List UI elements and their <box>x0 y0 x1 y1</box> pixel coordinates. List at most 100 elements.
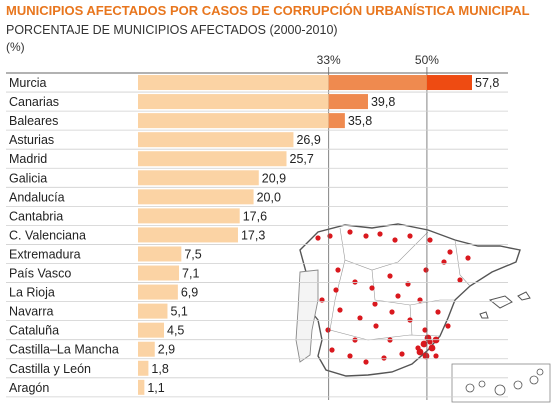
map-spot <box>325 327 331 333</box>
bar <box>138 151 287 167</box>
bar <box>138 208 240 224</box>
map-spot <box>373 323 379 329</box>
bar <box>138 303 168 319</box>
canary-islands <box>465 368 544 396</box>
reference-label: 33% <box>317 53 341 67</box>
category-label: Asturias <box>9 133 54 147</box>
map-spot <box>428 344 436 352</box>
map-spot <box>315 235 321 241</box>
map-spot <box>357 315 363 321</box>
spain-map <box>295 223 551 403</box>
portugal-outline <box>295 269 319 363</box>
map-spot <box>407 317 413 323</box>
reference-label: 50% <box>415 53 439 67</box>
value-label: 35,8 <box>348 114 372 128</box>
map-spot <box>424 334 432 342</box>
chart-title: MUNICIPIOS AFECTADOS POR CASOS DE CORRUP… <box>6 3 530 18</box>
bar <box>426 75 472 91</box>
value-label: 39,8 <box>371 95 395 109</box>
map-spot <box>329 347 335 353</box>
value-label: 20,0 <box>257 190 281 204</box>
category-label: Baleares <box>9 114 58 128</box>
plot-area: 33% 50% Murcia 57,8 Canarias 39,8 Baleares 35,8… <box>6 53 508 400</box>
map-spot <box>407 233 413 239</box>
category-label: Castilla–La Mancha <box>9 343 119 357</box>
bar <box>138 132 294 148</box>
bar-row: C. Valenciana 17,3 <box>6 227 508 245</box>
value-label: 20,9 <box>262 171 286 185</box>
category-label: Andalucía <box>9 190 65 204</box>
map-spot <box>387 273 393 279</box>
bar <box>138 94 329 110</box>
bar-row: Navarra 5,1 <box>6 303 508 322</box>
category-label: Navarra <box>9 305 54 319</box>
map-spot <box>327 233 333 239</box>
map-spot <box>335 267 341 273</box>
bar <box>138 341 155 357</box>
map-spot <box>447 249 453 255</box>
category-label: Cantabria <box>9 209 63 223</box>
value-label: 5,1 <box>170 305 187 319</box>
bar-row: La Rioja 6,9 <box>6 284 508 303</box>
map-spot <box>372 301 378 307</box>
map-spot <box>457 277 463 283</box>
category-label: Murcia <box>9 76 47 90</box>
value-label: 17,6 <box>243 209 267 223</box>
bar-row: País Vasco 7,1 <box>6 265 508 283</box>
peninsula-outline <box>299 223 521 377</box>
map-spot <box>420 340 428 348</box>
chart-subtitle: PORCENTAJE DE MUNICIPIOS AFECTADOS (2000… <box>6 23 338 37</box>
value-label: 25,7 <box>290 152 314 166</box>
category-label: La Rioja <box>9 286 55 300</box>
bar <box>138 246 182 262</box>
category-label: Madrid <box>9 152 47 166</box>
map-spot <box>381 355 387 361</box>
bar <box>138 379 145 395</box>
category-label: Castilla y León <box>9 362 91 376</box>
map-spot <box>423 267 429 273</box>
unit-label: (%) <box>6 40 25 54</box>
bar-row: Murcia 57,8 <box>6 75 508 93</box>
bar-row: Castilla–La Mancha 2,9 <box>6 341 508 360</box>
bar <box>138 75 329 91</box>
map-spot <box>389 309 395 315</box>
value-label: 26,9 <box>296 133 320 147</box>
bar <box>138 265 180 281</box>
value-label: 57,8 <box>475 76 499 90</box>
category-label: C. Valenciana <box>9 228 86 242</box>
map-spot <box>369 285 375 291</box>
map-spot <box>377 231 383 237</box>
map-spot <box>347 353 353 359</box>
bar-row: Baleares 35,8 <box>6 113 508 131</box>
value-label: 17,3 <box>241 228 265 242</box>
bar <box>138 170 259 186</box>
category-label: Canarias <box>9 95 59 109</box>
value-label: 1,1 <box>147 381 164 395</box>
bar <box>138 113 329 129</box>
bar-row: Andalucía 20,0 <box>6 189 508 207</box>
balearic-islands <box>479 291 531 319</box>
bar <box>138 322 165 338</box>
value-label: 4,5 <box>167 324 184 338</box>
bar <box>328 94 368 110</box>
bar-row: Extremadura 7,5 <box>6 246 508 264</box>
value-label: 7,5 <box>184 247 201 261</box>
map-spot <box>363 233 369 239</box>
bar-row: Castilla y León 1,8 <box>6 360 508 379</box>
value-label: 2,9 <box>158 343 175 357</box>
bar-row: Cantabria 17,6 <box>6 208 508 226</box>
bar <box>328 75 427 91</box>
map-spot <box>465 255 471 261</box>
map-spot <box>435 309 441 315</box>
map-spot <box>422 352 430 360</box>
bar <box>138 360 149 376</box>
bar <box>138 227 238 243</box>
bar <box>328 113 345 129</box>
bar-row: Cataluña 4,5 <box>6 322 508 341</box>
map-spot <box>352 279 358 285</box>
map-spot <box>337 307 343 313</box>
map-spot <box>363 359 369 365</box>
map-spot <box>399 351 405 357</box>
category-label: Aragón <box>9 381 49 395</box>
bar-row: Aragón 1,1 <box>6 379 508 398</box>
